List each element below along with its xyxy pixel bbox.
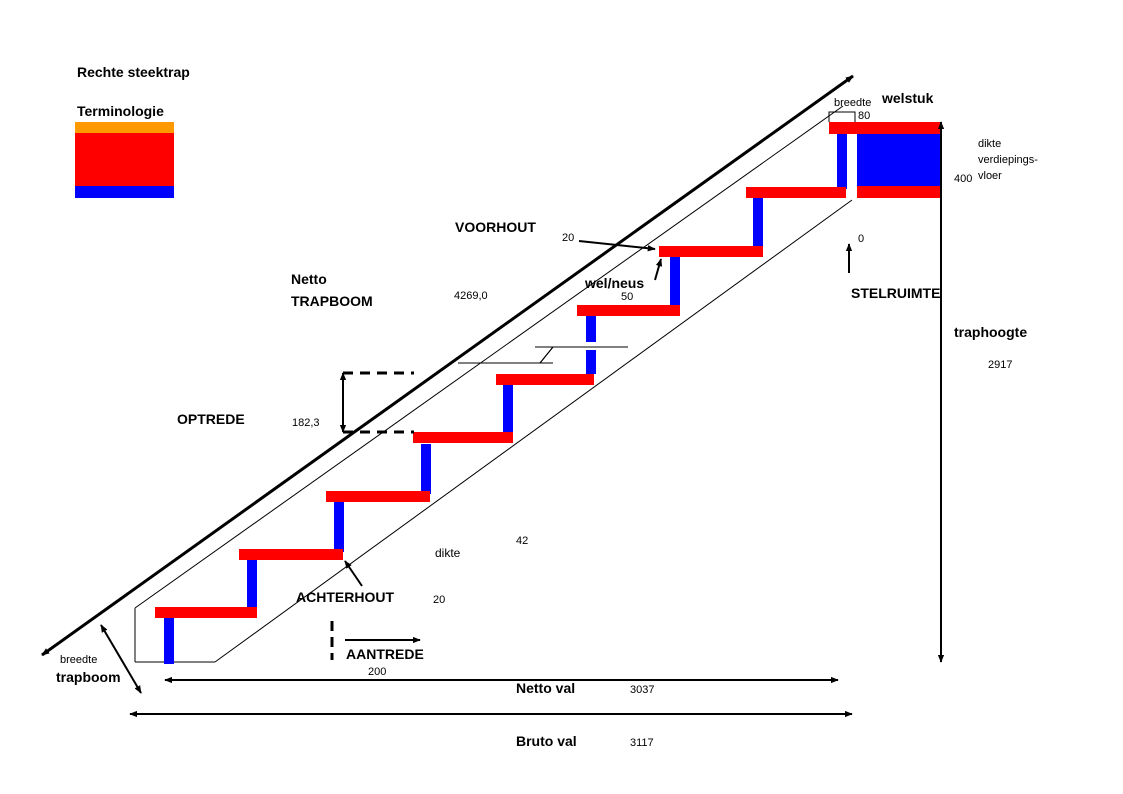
legend-riser-band xyxy=(75,186,174,198)
riser-2 xyxy=(247,560,257,610)
legend-tread-band xyxy=(75,133,174,186)
riser-5 xyxy=(503,385,513,435)
welneus-value: 50 xyxy=(621,291,633,303)
riser-3 xyxy=(334,502,344,552)
tread-5 xyxy=(496,374,594,385)
riser-1 xyxy=(164,618,174,664)
trapboom-label: TRAPBOOM xyxy=(291,293,373,309)
stringer-lower-edge xyxy=(214,199,853,663)
achterhout-arrow xyxy=(344,560,363,587)
stelruimte-label: STELRUIMTE xyxy=(851,285,940,301)
netto-val-value: 3037 xyxy=(630,684,654,696)
traphoogte-label: traphoogte xyxy=(954,324,1027,340)
aantrede-value: 200 xyxy=(368,666,386,678)
welstuk-top xyxy=(829,122,941,134)
optrede-dimension xyxy=(339,371,414,434)
voorhout-value: 20 xyxy=(562,232,574,244)
tread-1 xyxy=(155,607,257,618)
traphoogte-value: 2917 xyxy=(988,359,1012,371)
legend-title: Terminologie xyxy=(77,103,164,119)
dikte-value: 42 xyxy=(516,535,528,547)
dikte-vloer-label-3: vloer xyxy=(978,170,1002,182)
riser-6-upper xyxy=(586,316,596,342)
netto-val-label: Netto val xyxy=(516,680,575,696)
breedte-trapboom-arrow xyxy=(100,624,142,694)
welstuk-label: welstuk xyxy=(881,90,934,106)
riser-6-lower xyxy=(586,350,596,374)
dikte-vloer-value: 400 xyxy=(954,173,972,185)
treads xyxy=(155,187,846,618)
floor-slab xyxy=(857,134,941,186)
stelruimte-value: 0 xyxy=(858,233,864,245)
voorhout-arrow xyxy=(578,240,656,252)
breedte-trapboom-label-1: breedte xyxy=(60,654,97,666)
achterhout-label: ACHTERHOUT xyxy=(296,589,394,605)
legend-swatch xyxy=(75,122,174,198)
welstuk-bracket xyxy=(828,111,856,122)
bruto-val-value: 3117 xyxy=(630,737,654,749)
tread-7 xyxy=(659,246,763,257)
welneus-arrow xyxy=(654,258,663,281)
breedte-trapboom-label-2: trapboom xyxy=(56,669,121,685)
dikte-label: dikte xyxy=(435,546,461,560)
breedte-welstuk-label: breedte xyxy=(834,97,871,109)
riser-8 xyxy=(753,198,763,248)
risers xyxy=(164,134,847,664)
stringer-top-edge xyxy=(41,74,854,657)
riser-4 xyxy=(421,444,431,494)
floor-bottom xyxy=(857,186,941,198)
upper-floor xyxy=(829,122,941,198)
riser-7 xyxy=(670,257,680,305)
tread-3 xyxy=(326,491,430,502)
optrede-value: 182,3 xyxy=(292,417,320,429)
trapboom-value: 4269,0 xyxy=(454,290,488,302)
welstuk-value: 80 xyxy=(858,110,870,122)
voorhout-label: VOORHOUT xyxy=(455,219,536,235)
stringer-inner-upper xyxy=(134,105,844,609)
pointer-arrows xyxy=(100,121,945,718)
achterhout-value: 20 xyxy=(433,594,445,606)
bruto-val-label: Bruto val xyxy=(516,733,577,749)
aantrede-label: AANTREDE xyxy=(346,646,424,662)
tread-8 xyxy=(746,187,846,198)
tread-6 xyxy=(577,305,680,316)
stringer xyxy=(41,74,854,663)
dikte-vloer-label-2: verdiepings- xyxy=(978,154,1038,166)
optrede-label: OPTREDE xyxy=(177,411,245,427)
dikte-vloer-label-1: dikte xyxy=(978,138,1001,150)
riser-9 xyxy=(837,134,847,189)
tread-4 xyxy=(413,432,513,443)
netto-label: Netto xyxy=(291,271,327,287)
break-zigzag xyxy=(535,346,555,364)
tread-2 xyxy=(239,549,343,560)
break-symbol xyxy=(458,346,628,364)
diagram-title: Rechte steektrap xyxy=(77,64,190,80)
welneus-label: wel/neus xyxy=(584,275,644,291)
legend-nosing-band xyxy=(75,122,174,133)
